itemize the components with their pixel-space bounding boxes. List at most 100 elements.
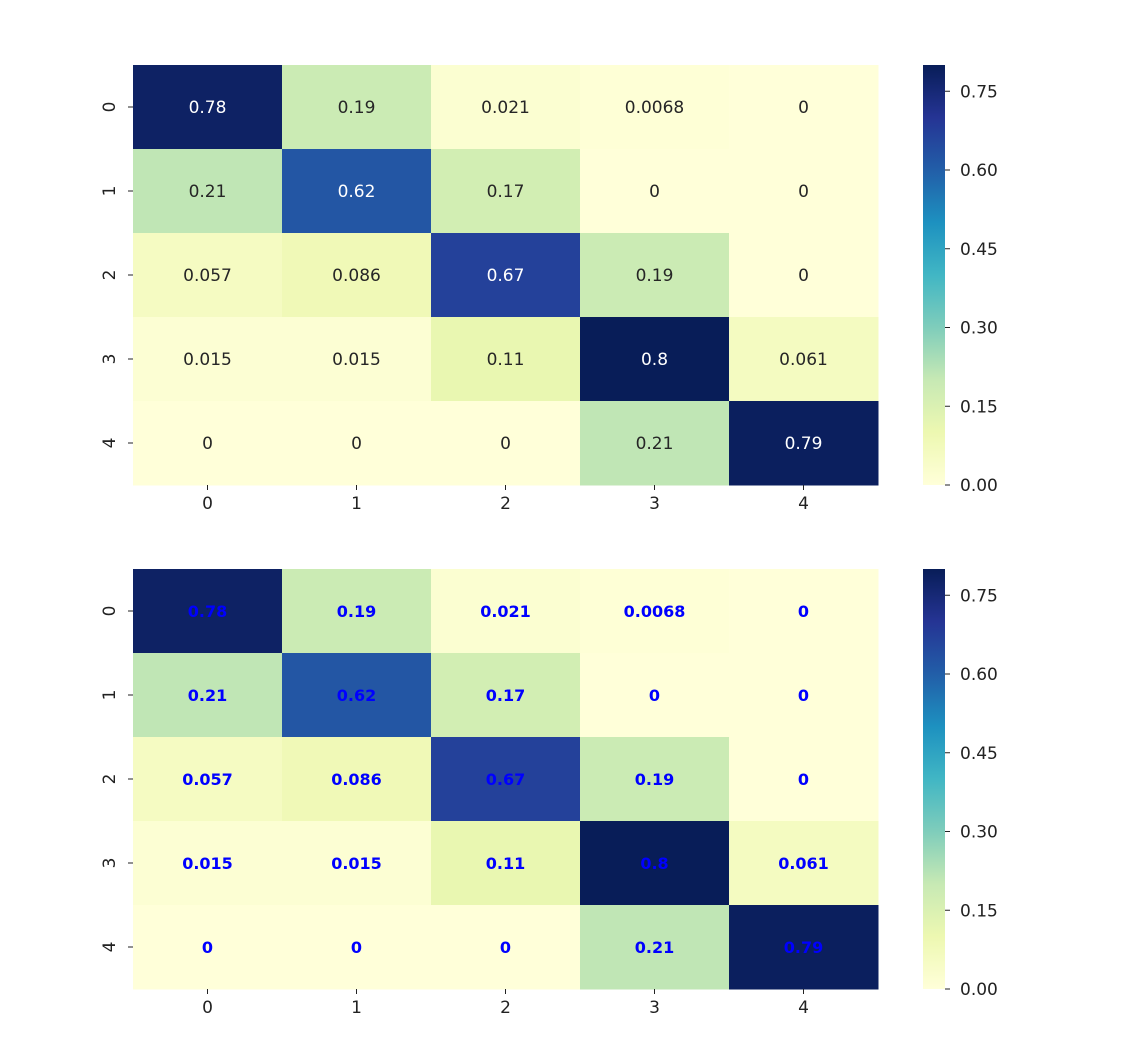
cell-value-r2-c4: 0 <box>798 770 809 789</box>
cell-value-r0-c0: 0.78 <box>189 98 227 118</box>
y-tick-label: 4 <box>100 942 120 953</box>
heatmap-cell-r3-c4 <box>729 317 879 402</box>
heatmap-cell-r2-c4 <box>729 233 879 318</box>
y-tick-label: 0 <box>100 606 120 617</box>
heatmap-cell-r1-c1 <box>282 653 432 738</box>
cell-value-r0-c0: 0.78 <box>188 602 227 621</box>
cell-value-r3-c1: 0.015 <box>331 854 382 873</box>
cell-value-r1-c2: 0.17 <box>487 182 525 202</box>
heatmap-cell-r0-c4 <box>729 65 879 150</box>
cell-value-r4-c0: 0 <box>202 938 213 957</box>
heatmap-cell-r4-c3 <box>580 905 730 990</box>
cell-value-r2-c0: 0.057 <box>182 770 233 789</box>
heatmap-cell-r2-c1 <box>282 737 432 822</box>
cell-value-r3-c3: 0.8 <box>640 854 668 873</box>
colorbar <box>923 569 945 989</box>
heatmap-cell-r1-c3 <box>580 653 730 738</box>
colorbar-tick-label: 0.00 <box>960 476 998 496</box>
heatmap-cell-r1-c0 <box>133 653 283 738</box>
cell-value-r4-c3: 0.21 <box>636 434 674 454</box>
cell-value-r0-c3: 0.0068 <box>625 98 684 118</box>
heatmap-cell-r3-c1 <box>282 317 432 402</box>
heatmap-cell-r4-c4 <box>729 905 879 990</box>
heatmap-cell-r4-c4 <box>729 401 879 486</box>
heatmap-cell-r1-c2 <box>431 149 581 234</box>
colorbar-tick-label: 0.45 <box>960 240 998 260</box>
colorbar <box>923 65 945 485</box>
heatmap-cell-r4-c0 <box>133 905 283 990</box>
cell-value-r1-c0: 0.21 <box>188 686 227 705</box>
x-tick-label: 0 <box>202 494 213 514</box>
cell-value-r3-c4: 0.061 <box>779 350 828 370</box>
colorbar-tick-label: 0.60 <box>960 161 998 181</box>
cell-value-r1-c4: 0 <box>798 686 809 705</box>
cell-value-r4-c2: 0 <box>500 938 511 957</box>
heatmap-cell-r2-c3 <box>580 737 730 822</box>
y-tick-label: 2 <box>100 270 120 281</box>
heatmap-panel-2: 0.78 0.19 0.021 0.0068 0 0.21 0.62 0.17 0 0 0.057 0… <box>100 569 998 1018</box>
x-tick-label: 3 <box>649 494 660 514</box>
heatmap-cell-r2-c0 <box>133 233 283 318</box>
cell-value-r1-c1: 0.62 <box>338 182 376 202</box>
cell-value-r0-c3: 0.0068 <box>624 602 686 621</box>
y-tick-label: 3 <box>100 354 120 365</box>
x-tick-label: 4 <box>798 494 809 514</box>
y-tick-label: 4 <box>100 438 120 449</box>
cell-value-r3-c2: 0.11 <box>487 350 525 370</box>
y-tick-label: 3 <box>100 858 120 869</box>
heatmap-cell-r0-c3 <box>580 569 730 654</box>
x-tick-label: 4 <box>798 998 809 1018</box>
heatmap-cell-r3-c2 <box>431 821 581 906</box>
y-tick-label: 0 <box>100 102 120 113</box>
x-tick-label: 3 <box>649 998 660 1018</box>
heatmap-cell-r3-c0 <box>133 821 283 906</box>
colorbar-tick-label: 0.30 <box>960 823 998 843</box>
cell-value-r3-c2: 0.11 <box>486 854 525 873</box>
y-tick-label: 2 <box>100 774 120 785</box>
x-tick-label: 0 <box>202 998 213 1018</box>
colorbar-tick-label: 0.75 <box>960 82 998 102</box>
heatmap-cell-r0-c0 <box>133 65 283 150</box>
cell-value-r4-c0: 0 <box>202 434 213 454</box>
heatmap-cell-r2-c1 <box>282 233 432 318</box>
heatmap-cell-r2-c4 <box>729 737 879 822</box>
heatmap-cell-r3-c3 <box>580 821 730 906</box>
cell-value-r1-c1: 0.62 <box>337 686 376 705</box>
heatmap-cell-r4-c2 <box>431 401 581 486</box>
heatmap-cell-r1-c2 <box>431 653 581 738</box>
cell-value-r0-c4: 0 <box>798 602 809 621</box>
heatmap-cell-r1-c3 <box>580 149 730 234</box>
colorbar-tick-label: 0.15 <box>960 397 998 417</box>
cell-value-r2-c2: 0.67 <box>486 770 525 789</box>
x-tick-label: 2 <box>500 494 511 514</box>
heatmap-cell-r0-c3 <box>580 65 730 150</box>
cell-value-r2-c4: 0 <box>798 266 809 286</box>
colorbar-tick-label: 0.45 <box>960 744 998 764</box>
cell-value-r3-c1: 0.015 <box>332 350 381 370</box>
heatmap-cell-r3-c2 <box>431 317 581 402</box>
heatmap-cell-r4-c1 <box>282 401 432 486</box>
cell-value-r4-c1: 0 <box>351 938 362 957</box>
heatmap-cell-r2-c2 <box>431 233 581 318</box>
cell-value-r2-c2: 0.67 <box>487 266 525 286</box>
cell-value-r1-c3: 0 <box>649 182 660 202</box>
cell-value-r4-c2: 0 <box>500 434 511 454</box>
colorbar-tick-label: 0.60 <box>960 665 998 685</box>
heatmap-cell-r3-c3 <box>580 317 730 402</box>
heatmap-cell-r1-c4 <box>729 149 879 234</box>
heatmap-cell-r1-c0 <box>133 149 283 234</box>
cell-value-r2-c1: 0.086 <box>331 770 382 789</box>
cell-value-r1-c3: 0 <box>649 686 660 705</box>
x-tick-label: 2 <box>500 998 511 1018</box>
heatmap-cell-r0-c1 <box>282 65 432 150</box>
heatmap-cell-r0-c0 <box>133 569 283 654</box>
heatmap-cell-r3-c0 <box>133 317 283 402</box>
cell-value-r2-c3: 0.19 <box>636 266 674 286</box>
cell-value-r3-c3: 0.8 <box>641 350 668 370</box>
y-tick-label: 1 <box>100 690 120 701</box>
cell-value-r0-c2: 0.021 <box>480 602 531 621</box>
cell-value-r1-c2: 0.17 <box>486 686 525 705</box>
cell-value-r4-c4: 0.79 <box>785 434 823 454</box>
x-tick-label: 1 <box>351 998 362 1018</box>
